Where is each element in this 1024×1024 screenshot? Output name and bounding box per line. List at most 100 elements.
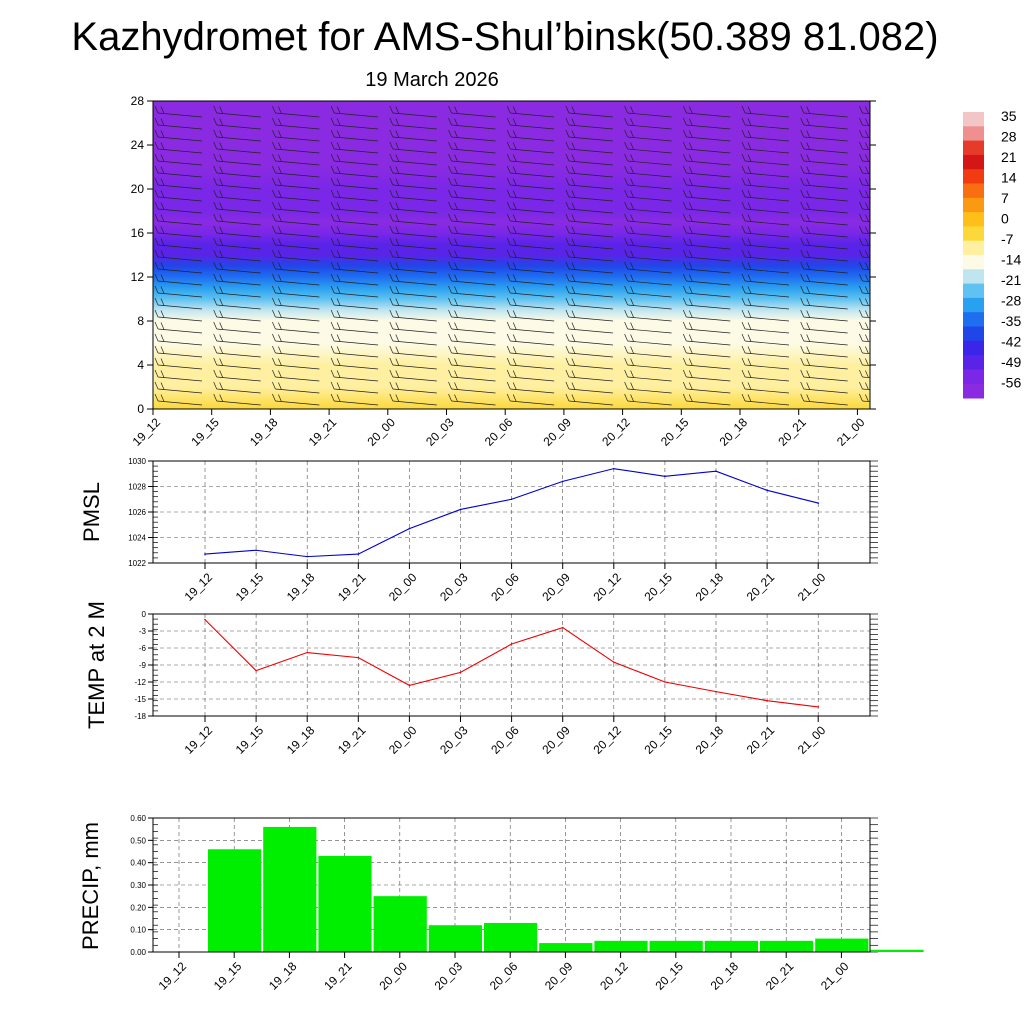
colorbar-label: 21: [1001, 149, 1017, 165]
x-tick-label: 19_12: [182, 723, 216, 757]
colorbar-swatch: [963, 112, 984, 127]
xs-x-tick-label: 21_00: [834, 415, 868, 449]
wind-barb: [918, 394, 965, 405]
wind-barb: [800, 201, 848, 214]
wind-barb: [682, 345, 731, 358]
wind-barb: [506, 153, 555, 166]
wind-barb: [624, 141, 672, 154]
x-tick-label: 19_18: [266, 959, 300, 993]
wind-barb: [154, 261, 203, 274]
wind-barb: [682, 141, 731, 154]
y-tick-label: 1030: [128, 457, 146, 466]
wind-barb: [154, 105, 203, 118]
wind-barb: [624, 249, 672, 262]
wind-barb: [154, 165, 203, 178]
vertical-cross-section: 0 4 8 12 16 20 24 28 19_12 19_15 19_18 19_21 20_00 2…: [130, 94, 965, 449]
wind-barb: [330, 129, 379, 142]
wind-barb: [800, 177, 848, 190]
wind-barb: [506, 381, 555, 394]
wind-barb: [506, 285, 555, 298]
wind-barb: [448, 309, 496, 322]
wind-barb: [918, 322, 965, 333]
wind-barb: [154, 117, 203, 130]
data-point: [255, 549, 257, 552]
wind-barb: [682, 189, 731, 202]
xs-x-tick-label: 20_12: [599, 415, 633, 449]
wind-barb: [154, 369, 203, 382]
colorbar-swatch: [963, 197, 984, 213]
colorbar-swatch: [963, 369, 984, 385]
wind-barb: [565, 345, 613, 358]
data-point: [664, 681, 666, 683]
wind-barb: [506, 393, 555, 406]
colorbar-swatch: [963, 183, 984, 199]
wind-barb: [800, 117, 848, 130]
wind-barb: [565, 105, 613, 118]
wind-barb: [330, 117, 379, 130]
y-tick-label: -9: [139, 661, 147, 670]
wind-barb: [330, 309, 379, 322]
x-tick-label: 20_15: [652, 959, 686, 993]
wind-barb: [389, 117, 437, 130]
wind-barb: [213, 321, 261, 334]
wind-barb: [448, 213, 496, 226]
wind-barb: [918, 226, 965, 237]
wind-barb: [213, 177, 261, 190]
wind-barb: [565, 393, 613, 406]
wind-barb: [213, 105, 261, 118]
wind-barb: [506, 177, 555, 190]
wind-barb: [682, 201, 731, 214]
wind-barb: [624, 357, 672, 370]
wind-barb: [918, 178, 965, 189]
colorbar-swatch: [963, 226, 984, 242]
chart-title: Kazhydromet for AMS-Shul’binsk(50.389 81…: [71, 15, 938, 59]
wind-barb: [624, 237, 672, 250]
colorbar-label: 0: [1001, 211, 1009, 227]
precip-axis-label: PRECIP, mm: [78, 822, 103, 950]
wind-barb: [565, 201, 613, 214]
wind-barb: [389, 237, 437, 250]
y-tick-label: 0.30: [130, 881, 146, 890]
data-point: [561, 626, 564, 629]
wind-barb: [800, 165, 848, 178]
wind-barb: [565, 261, 613, 274]
wind-barb: [506, 237, 555, 250]
wind-barb: [565, 141, 613, 154]
colorbar-swatch: [963, 269, 984, 285]
wind-barb: [624, 165, 672, 178]
wind-barb: [448, 189, 496, 202]
wind-barb: [800, 273, 848, 286]
wind-barb: [154, 273, 203, 286]
wind-barb: [213, 261, 261, 274]
wind-barb: [154, 213, 203, 226]
wind-barb: [565, 129, 613, 142]
wind-barb: [800, 225, 848, 238]
x-tick-label: 19_18: [284, 723, 318, 757]
wind-barb: [741, 261, 790, 274]
plot-frame: [152, 613, 871, 717]
wind-barb: [213, 333, 261, 346]
x-tick-label: 19_12: [182, 570, 216, 604]
precip-bar: [318, 855, 372, 952]
wind-barb: [506, 141, 555, 154]
wind-barb: [624, 117, 672, 130]
wind-barb: [800, 261, 848, 274]
wind-barb: [624, 273, 672, 286]
precip-bar: [208, 849, 262, 952]
wind-barb: [918, 130, 965, 141]
wind-barb: [624, 369, 672, 382]
wind-barb: [800, 333, 848, 346]
wind-barb: [624, 381, 672, 394]
x-tick-label: 20_00: [376, 959, 410, 993]
x-tick-label: 19_12: [156, 959, 190, 993]
wind-barb: [389, 357, 437, 370]
wind-barb: [800, 357, 848, 370]
wind-barb: [389, 201, 437, 214]
wind-barb: [682, 129, 731, 142]
wind-barb: [330, 297, 379, 310]
wind-barb: [213, 273, 261, 286]
wind-barb: [272, 141, 320, 154]
wind-barb: [448, 117, 496, 130]
wind-barb: [330, 321, 379, 334]
colorbar-swatch: [963, 212, 984, 227]
